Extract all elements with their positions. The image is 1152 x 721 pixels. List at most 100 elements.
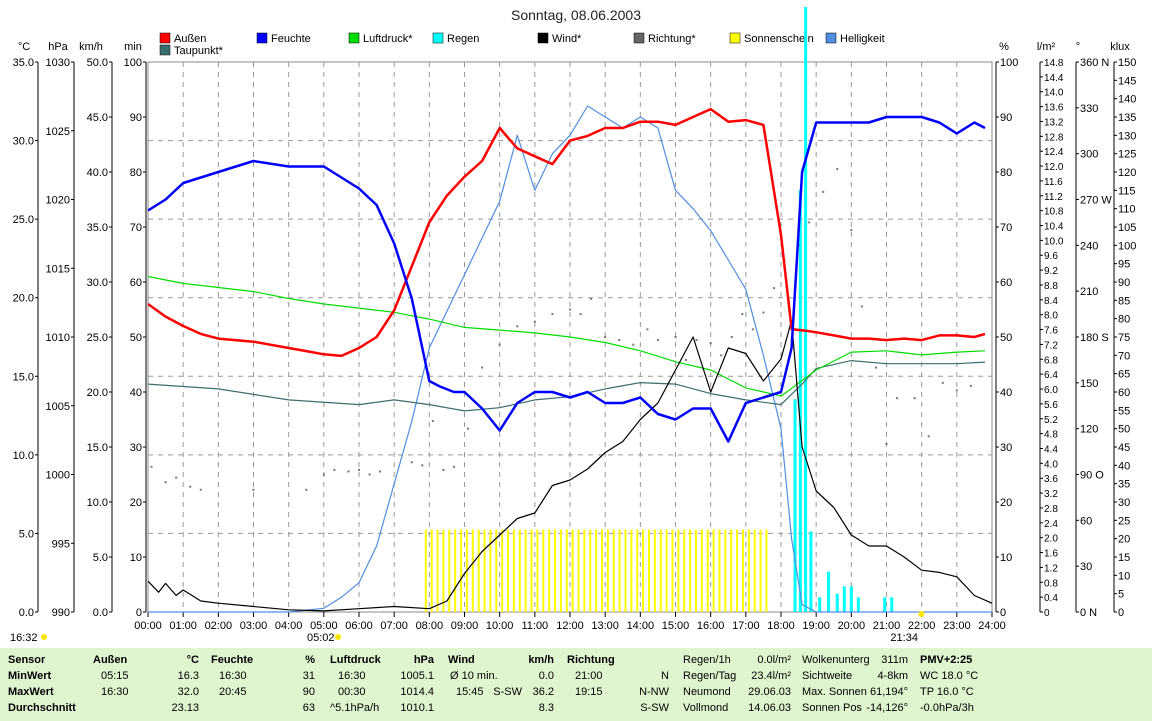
right-axis-unit: %: [999, 41, 1009, 53]
sunset-label: 21:34: [890, 632, 918, 644]
x-tick-label: 22:00: [908, 620, 936, 632]
label-column: Sensor MinWert MaxWert Durchschnitt: [8, 652, 88, 716]
left-axis-tick-label: 1020: [46, 195, 70, 207]
legend-swatch: [633, 32, 645, 44]
direction-point: [533, 320, 536, 323]
x-tick-label: 17:00: [732, 620, 760, 632]
richtung-avg-value: S-SW: [640, 702, 669, 714]
direction-point: [579, 313, 582, 316]
right-axis-tick-label: 8.0: [1044, 311, 1058, 322]
right-axis-unit: l/m²: [1037, 41, 1056, 53]
rain-bar: [856, 597, 860, 612]
misc2-value-sonnenpos: -14,126°: [866, 702, 908, 714]
right-axis-tick-label: 8.4: [1044, 296, 1058, 307]
rain-bar: [809, 531, 813, 612]
right-axis-tick-label: 55: [1118, 405, 1130, 417]
right-axis-tick-label: 120: [1080, 424, 1098, 436]
legend-swatch: [537, 32, 549, 44]
rain-bar: [804, 7, 808, 612]
right-axis-tick-label: 11.2: [1044, 192, 1063, 203]
chart-title: Sonntag, 08.06.2003: [511, 7, 641, 23]
luftdruck-avg-value: 1010.1: [400, 702, 434, 714]
left-axis-tick-label: 45.0: [87, 112, 108, 124]
right-axis-tick-label: 10: [1118, 570, 1130, 582]
left-axis-tick-label: 25.0: [13, 214, 34, 226]
misc-value-regen-1h: 0.0l/m²: [757, 654, 791, 666]
direction-point: [927, 435, 930, 438]
legend-label: Richtung*: [648, 33, 696, 45]
direction-point: [772, 287, 775, 290]
right-axis-tick-label: 1.6: [1044, 549, 1058, 560]
left-time-label: 16:32: [10, 632, 38, 644]
right-axis-tick-label: 15: [1118, 552, 1130, 564]
series-line: [147, 107, 986, 358]
right-axis-tick-label: 13.2: [1044, 117, 1064, 128]
direction-point: [431, 420, 434, 423]
right-axis-tick-label: 9.2: [1044, 266, 1058, 277]
x-tick-label: 03:00: [240, 620, 268, 632]
right-axis-tick-label: 14.8: [1044, 58, 1064, 69]
right-axis-tick-label: 95: [1118, 259, 1130, 271]
direction-point: [618, 339, 621, 342]
left-axis-tick-label: 20.0: [87, 387, 108, 399]
right-axis-tick-label: 6.4: [1044, 370, 1058, 381]
header-wind-unit: km/h: [528, 654, 554, 666]
right-axis-tick-label: 75: [1118, 332, 1130, 344]
left-axis-tick-label: 30.0: [13, 136, 34, 148]
luftdruck-trend: ^5.1hPa/h: [330, 702, 380, 714]
right-axis-tick-label: 14.0: [1044, 88, 1064, 99]
left-axis-tick-label: 50.0: [87, 57, 108, 69]
header-aussen-unit: °C: [186, 654, 199, 666]
misc2-label-sonnenpos: Sonnen Pos: [802, 702, 862, 714]
right-axis-tick-label: 270 W: [1080, 195, 1112, 207]
left-axis-tick-label: 15.0: [87, 442, 108, 454]
wind-min-value: 0.0: [538, 670, 554, 682]
left-axis-tick-label: 35.0: [87, 222, 108, 234]
left-axis-tick-label: 0: [136, 607, 142, 619]
legend-label: Feuchte: [271, 33, 311, 45]
direction-point: [481, 366, 484, 369]
right-axis-tick-label: 120: [1118, 167, 1136, 179]
rain-bar: [890, 597, 894, 612]
left-axis-tick-label: 100: [124, 57, 142, 69]
wind-max-value: 36.2: [532, 686, 554, 698]
right-axis-tick-label: 35: [1118, 479, 1130, 491]
left-axis-tick-label: 10: [130, 552, 142, 564]
left-axis-tick-label: 5.0: [19, 528, 34, 540]
aussen-column: Außen °C 05:15 16.3 16:30 32.0 23.13: [93, 652, 203, 716]
right-axis-tick-label: 4.0: [1044, 459, 1058, 470]
direction-point: [379, 470, 382, 473]
misc2-value-sicht: 4-8km: [877, 670, 908, 682]
left-axis-tick-label: 0.0: [19, 607, 34, 619]
right-axis-tick-label: 11.6: [1044, 177, 1063, 188]
right-axis-tick-label: 0.8: [1044, 578, 1058, 589]
richtung-column: Richtung 21:00 N 19:15 N-NW S-SW: [567, 652, 671, 716]
richtung-max-time: 19:15: [575, 686, 603, 698]
left-axis-tick-label: 1010: [46, 332, 70, 344]
right-axis-tick-label: 6.0: [1044, 385, 1058, 396]
x-tick-label: 15:00: [662, 620, 690, 632]
header-feuchte: Feuchte: [211, 654, 254, 666]
direction-point: [358, 468, 360, 471]
misc2-label-maxsonnen: Max. Sonnen: [802, 686, 867, 698]
x-tick-label: 09:00: [451, 620, 479, 632]
right-axis-tick-label: 90 O: [1080, 470, 1104, 482]
right-axis-tick-label: 40: [1118, 460, 1130, 472]
right-axis-tick-label: 30: [1080, 561, 1092, 573]
right-axis-tick-label: 100: [1000, 57, 1018, 69]
left-axis-tick-label: 40.0: [87, 167, 108, 179]
direction-point: [347, 470, 350, 473]
direction-point: [590, 297, 593, 300]
right-axis-tick-label: 150: [1118, 57, 1136, 69]
right-axis-unit: °: [1076, 41, 1080, 53]
direction-point: [467, 427, 470, 430]
right-axis-tick-label: 40: [1000, 387, 1012, 399]
direction-point: [150, 465, 153, 468]
left-axis-tick-label: 15.0: [13, 371, 34, 383]
misc2-value-wolken: 311m: [881, 654, 908, 666]
right-axis-tick-label: 3.6: [1044, 474, 1058, 485]
direction-point: [762, 311, 765, 314]
left-axis-tick-label: 990: [52, 607, 70, 619]
luftdruck-column: Luftdruck hPa 16:30 1005.1 00:30 1014.4 ^5.…: [330, 652, 438, 716]
aussen-min-value: 16.3: [177, 670, 199, 682]
